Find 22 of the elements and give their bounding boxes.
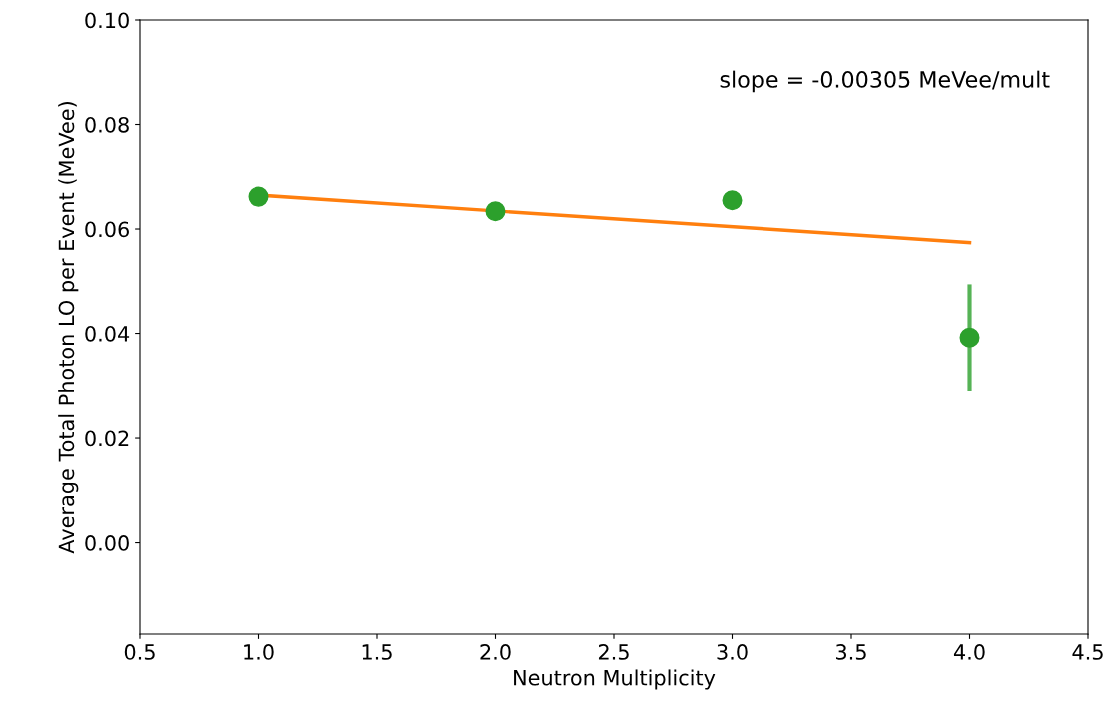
x-axis-title: Neutron Multiplicity	[514, 669, 716, 690]
x-tick-label: 1.5	[362, 644, 392, 660]
y-tick-label: 0.02	[85, 430, 129, 447]
x-tick-label: 2.5	[598, 644, 629, 660]
y-tick-label: 0.06	[85, 221, 129, 238]
x-tick-label: 4.0	[953, 644, 985, 660]
y-tick-label: 0.00	[85, 535, 129, 551]
y-tick-label: 0.10	[85, 12, 129, 29]
x-tick-label: 0.5	[124, 644, 155, 660]
y-tick-label: 0.08	[85, 116, 129, 133]
point	[485, 201, 506, 222]
x-tick-label: 3.5	[836, 644, 866, 660]
point	[248, 186, 269, 207]
y-axis-title: Average Total Photon LO per Event (MeVee)	[58, 102, 79, 554]
x-tick-label: 1.0	[244, 644, 274, 660]
point	[722, 190, 743, 211]
x-tick-label: 4.5	[1072, 644, 1103, 660]
annotation: slope = -0.00305 MeVee/mult	[720, 70, 1050, 93]
point	[959, 327, 980, 348]
x-tick-label: 2.0	[480, 644, 511, 660]
x-tick-label: 3.0	[717, 644, 748, 660]
y-tick-label: 0.04	[85, 325, 130, 342]
